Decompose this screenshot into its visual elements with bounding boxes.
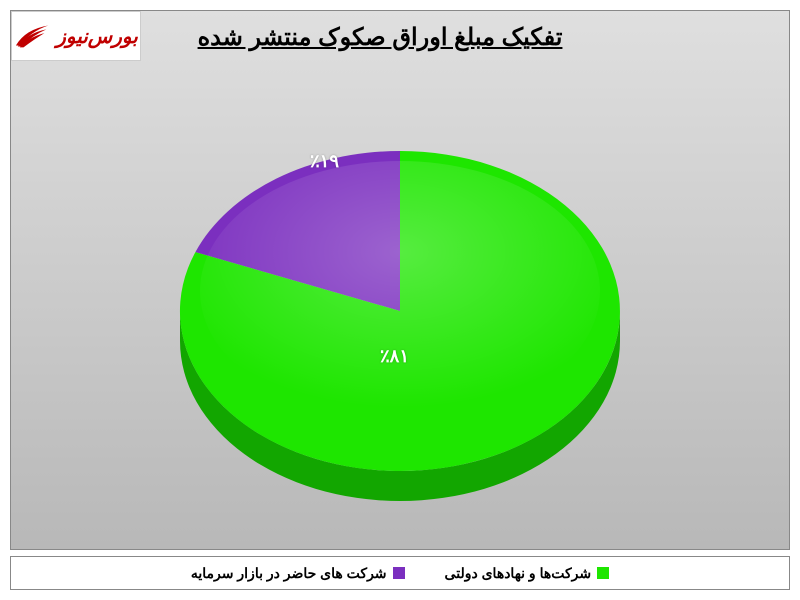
pie-highlight [200,161,600,421]
legend: شرکت‌ها و نهادهای دولتی شرکت های حاضر در… [10,556,790,590]
legend-item-green: شرکت‌ها و نهادهای دولتی [445,565,610,582]
pie-label-purple: ٪۱۹ [310,151,339,172]
chart-title: تفکیک مبلغ اوراق صکوک منتشر شده [11,23,749,52]
legend-swatch-green [597,567,609,579]
chart-plot-area: بورس‌نیوز تفکیک مبلغ اوراق صکوک منتشر شد… [10,10,790,550]
pie-chart: ٪۱۹ ٪۸۱ [120,81,680,541]
legend-swatch-purple [393,567,405,579]
legend-text-purple: شرکت های حاضر در بازار سرمایه [191,565,387,582]
legend-item-purple: شرکت های حاضر در بازار سرمایه [191,565,405,582]
pie-label-green: ٪۸۱ [380,346,409,367]
legend-text-green: شرکت‌ها و نهادهای دولتی [445,565,592,582]
